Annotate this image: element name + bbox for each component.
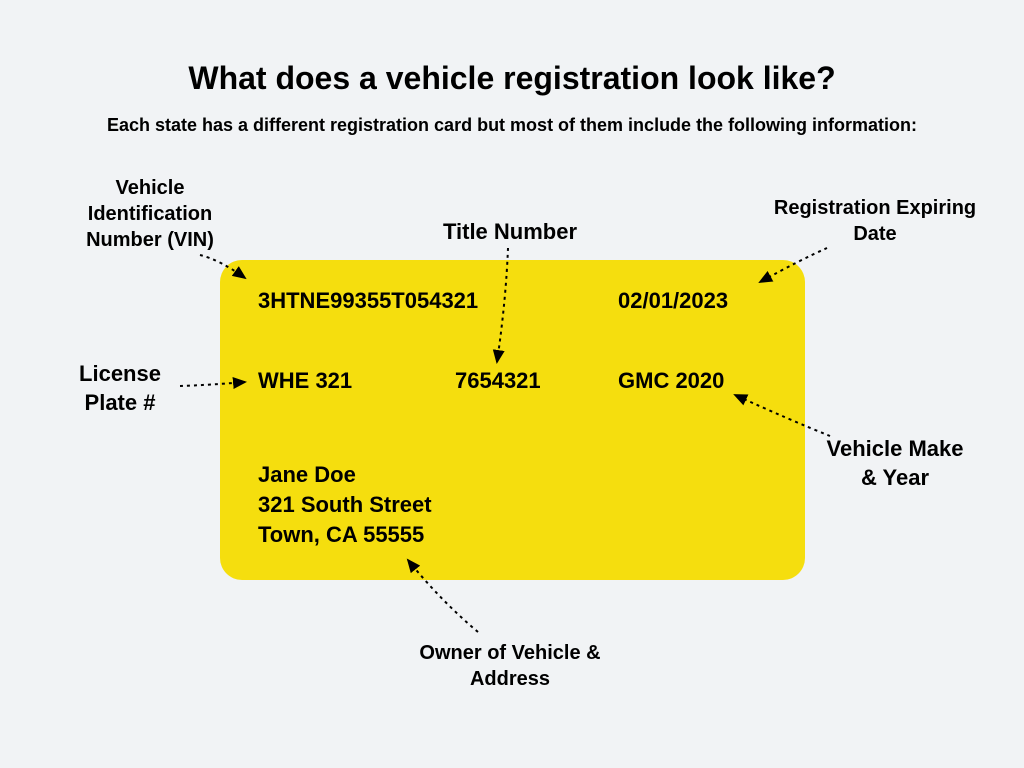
page-subtitle: Each state has a different registration … [0, 115, 1024, 136]
label-titlenum: Title Number [420, 218, 600, 247]
card-owner-line1: Jane Doe [258, 462, 356, 488]
label-vin: VehicleIdentificationNumber (VIN) [70, 175, 230, 253]
card-vin: 3HTNE99355T054321 [258, 288, 478, 314]
card-owner-line3: Town, CA 55555 [258, 522, 424, 548]
label-makeyear: Vehicle Make& Year [810, 435, 980, 492]
card-owner-line2: 321 South Street [258, 492, 432, 518]
card-titlenum: 7654321 [455, 368, 541, 394]
label-expiry: Registration ExpiringDate [760, 195, 990, 247]
card-plate: WHE 321 [258, 368, 352, 394]
page-title: What does a vehicle registration look li… [0, 60, 1024, 97]
label-plate: LicensePlate # [55, 360, 185, 417]
card-expiry: 02/01/2023 [618, 288, 728, 314]
label-owner: Owner of Vehicle &Address [395, 640, 625, 692]
card-makeyear: GMC 2020 [618, 368, 724, 394]
